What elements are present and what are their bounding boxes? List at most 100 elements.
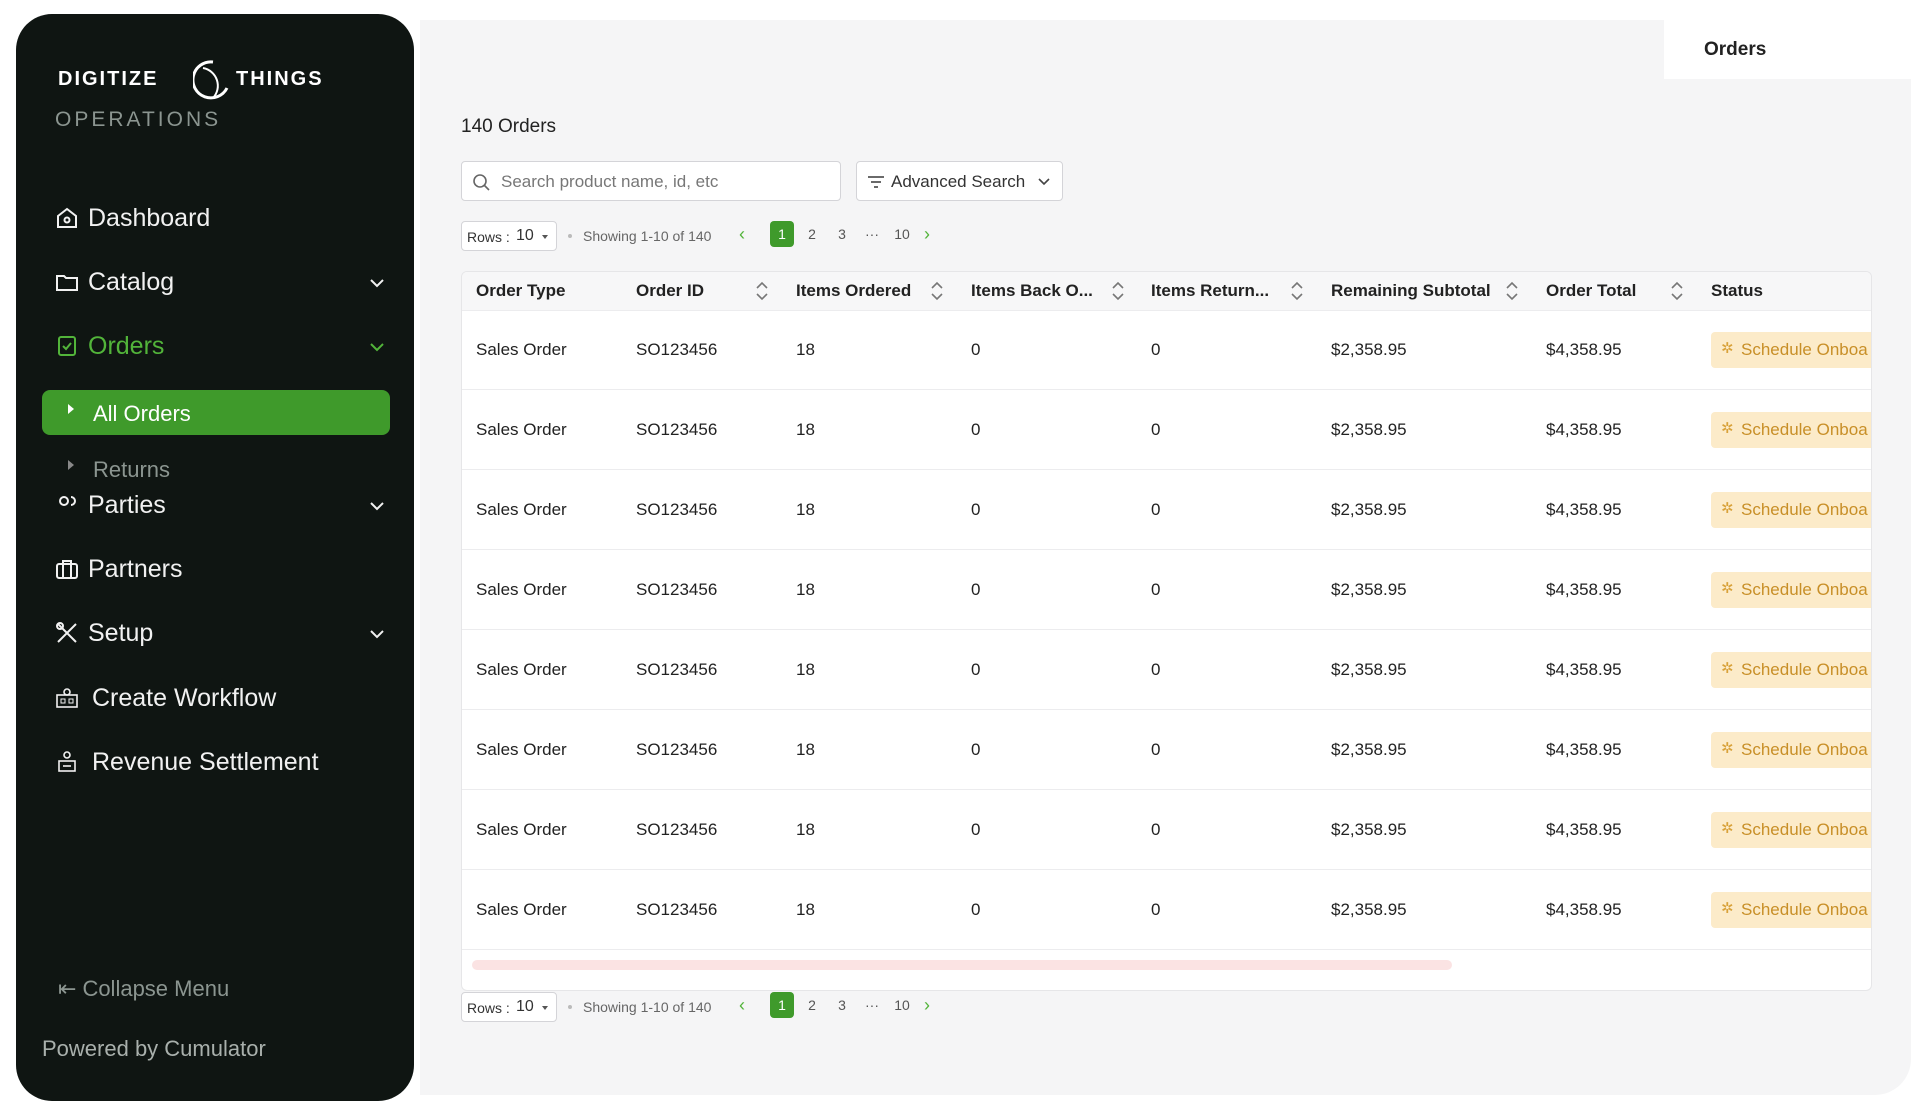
search-box[interactable]: Search product name, id, etc (461, 161, 841, 201)
cell: $4,358.95 (1546, 340, 1622, 359)
cell: 0 (971, 660, 981, 679)
cell: SO123456 (636, 900, 718, 919)
collapse-menu[interactable]: ⇤ Collapse Menu (58, 976, 230, 1001)
row-divider (462, 469, 1871, 470)
tab[interactable]: Orders (1664, 20, 1911, 79)
sidebar-subtitle: OPERATIONS (55, 108, 222, 131)
sub-nav-item[interactable]: Returns (42, 446, 390, 491)
column-header[interactable]: Items Ordered (796, 281, 912, 300)
icon (1291, 281, 1303, 301)
advanced-search[interactable]: Advanced Search (856, 161, 1063, 201)
status-icon: ✲ (1721, 420, 1734, 437)
page-button[interactable]: ··· (865, 997, 879, 1013)
cell: 18 (796, 500, 815, 519)
cell: $4,358.95 (1546, 820, 1622, 839)
powered-by: Powered by Cumulator (42, 1036, 266, 1061)
cell: $4,358.95 (1546, 660, 1622, 679)
cell: $2,358.95 (1331, 500, 1407, 519)
rows-value: 10 (516, 227, 534, 244)
heading: 140 Orders (461, 116, 557, 137)
showing: Showing 1-10 of 140 (583, 999, 712, 1015)
cell: Sales Order (476, 820, 567, 839)
caret (68, 404, 74, 414)
cell: SO123456 (636, 660, 718, 679)
logo: DIGITIZE THINGS (58, 54, 338, 104)
row-divider (462, 709, 1871, 710)
row-divider (462, 789, 1871, 790)
nav-item[interactable]: Dashboard (42, 196, 392, 240)
cell: 0 (1151, 820, 1161, 839)
icon (1506, 281, 1518, 301)
status-badge: ✲ Schedule Onboa (1711, 652, 1871, 688)
page-button[interactable]: 1 (770, 221, 794, 247)
orders-table: Order Type Order ID Items Ordered Items Bac… (461, 271, 1872, 991)
icon (370, 343, 384, 352)
cell: $4,358.95 (1546, 580, 1622, 599)
column-header[interactable]: Items Return... (1151, 281, 1270, 300)
cell: $2,358.95 (1331, 740, 1407, 759)
icon (56, 688, 78, 708)
chevron (1038, 178, 1050, 186)
column-header[interactable]: Remaining Subtotal (1331, 281, 1491, 300)
status-icon: ✲ (1721, 820, 1734, 837)
page-button[interactable]: 3 (838, 997, 846, 1013)
nav-label: Create Workflow (92, 684, 277, 712)
status-badge: ✲ Schedule Onboa (1711, 732, 1871, 768)
cell: 0 (1151, 740, 1161, 759)
page-button[interactable]: 1 (770, 992, 794, 1018)
cell: 0 (971, 580, 981, 599)
page-button[interactable]: ··· (865, 226, 879, 242)
cell: $4,358.95 (1546, 900, 1622, 919)
column-header[interactable]: Order Total (1546, 281, 1637, 300)
cell: 0 (971, 500, 981, 519)
next[interactable]: › (924, 224, 930, 244)
row-divider (462, 869, 1871, 870)
status-icon: ✲ (1721, 900, 1734, 917)
nav-item[interactable]: Catalog (42, 260, 392, 304)
page-button[interactable]: 3 (838, 226, 846, 242)
main-panel: Orders 140 Orders Search product name, i… (420, 20, 1911, 1095)
status-label: Schedule Onboa (1741, 340, 1868, 359)
column-header[interactable]: Order Type (476, 281, 566, 300)
cell: 0 (1151, 900, 1161, 919)
cell: SO123456 (636, 340, 718, 359)
status-label: Schedule Onboa (1741, 820, 1868, 839)
row-divider (462, 629, 1871, 630)
page-button[interactable]: 2 (808, 997, 816, 1013)
column-header[interactable]: Order ID (636, 281, 705, 300)
icon (1112, 281, 1124, 301)
cell: 18 (796, 660, 815, 679)
page-button[interactable]: 10 (894, 997, 910, 1013)
collapse-label: Collapse Menu (82, 976, 230, 1001)
nav-label: Catalog (88, 268, 175, 296)
cell: 0 (1151, 420, 1161, 439)
sub-nav-item[interactable]: All Orders (42, 390, 390, 435)
prev[interactable]: ‹ (739, 995, 745, 1015)
row-divider (462, 549, 1871, 550)
rows-caret (542, 1006, 548, 1010)
nav-item[interactable]: Orders (42, 324, 392, 368)
page-button[interactable]: 2 (808, 226, 816, 242)
cell: $2,358.95 (1331, 900, 1407, 919)
cell: Sales Order (476, 580, 567, 599)
nav-label: Revenue Settlement (92, 748, 319, 776)
nav-item[interactable]: Revenue Settlement (42, 740, 392, 784)
cell: 0 (1151, 660, 1161, 679)
nav-item[interactable]: Setup (42, 611, 392, 655)
column-header[interactable]: Status (1711, 281, 1763, 300)
page-button[interactable]: 10 (894, 226, 910, 242)
status-icon: ✲ (1721, 340, 1734, 357)
nav-item[interactable]: Partners (42, 547, 392, 591)
cell: SO123456 (636, 740, 718, 759)
nav-item[interactable]: Create Workflow (42, 676, 392, 720)
next[interactable]: › (924, 995, 930, 1015)
nav-item[interactable]: Parties (42, 483, 392, 527)
column-header[interactable]: Items Back O... (971, 281, 1093, 300)
rows-select[interactable]: Rows : 10 (461, 992, 557, 1022)
icon (58, 751, 76, 772)
status-badge: ✲ Schedule Onboa (1711, 572, 1871, 608)
prev[interactable]: ‹ (739, 224, 745, 244)
rows-select[interactable]: Rows : 10 (461, 221, 557, 251)
dot (568, 234, 572, 238)
